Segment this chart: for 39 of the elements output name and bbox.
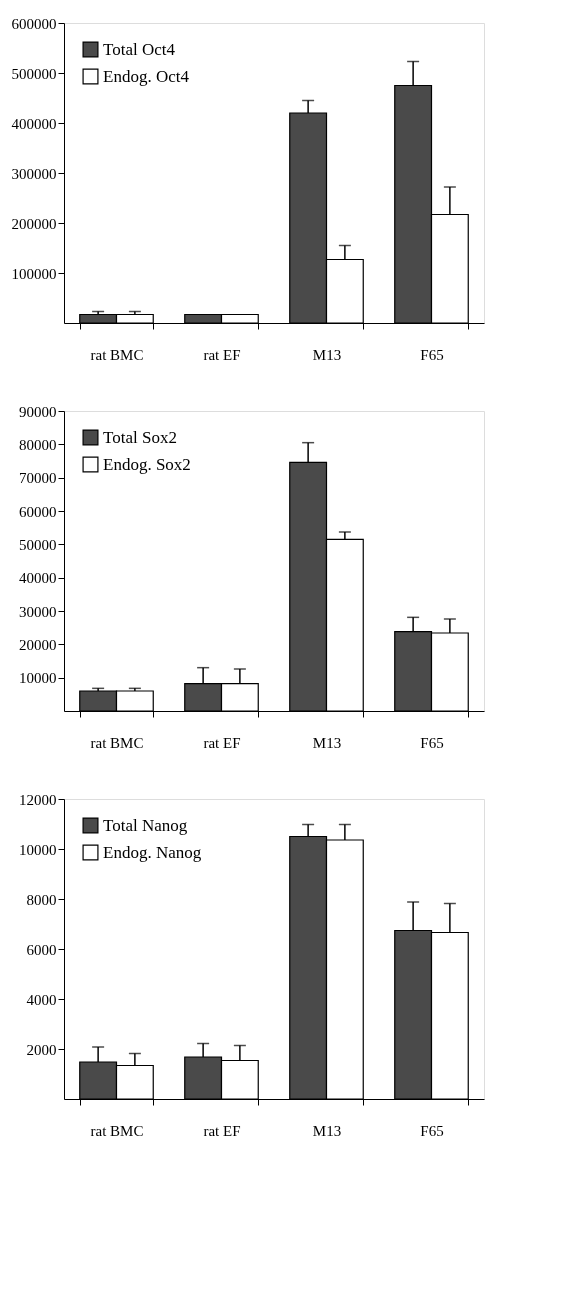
- x-tick-label: rat EF: [203, 346, 241, 363]
- y-tick-label: 300000: [11, 165, 57, 182]
- y-tick-label: 8000: [26, 891, 57, 908]
- y-tick-label: 400000: [11, 115, 57, 132]
- x-tick-label: rat BMC: [90, 1122, 144, 1139]
- y-tick-label: 80000: [19, 436, 57, 453]
- y-tick-label: 12000: [19, 791, 57, 808]
- y-tick-label: 100000: [11, 265, 57, 282]
- legend-label: Endog. Nanog: [103, 842, 202, 862]
- legend-label: Total Sox2: [103, 427, 177, 447]
- y-tick-label: 600000: [11, 15, 57, 32]
- y-tick-label: 500000: [11, 65, 57, 82]
- y-tick-label: 6000: [26, 941, 57, 958]
- x-tick-label: F65: [420, 734, 444, 751]
- y-tick-label: 10000: [19, 670, 57, 687]
- y-tick-label: 60000: [19, 503, 57, 520]
- y-tick-label: 50000: [19, 536, 57, 553]
- legend-label: Total Oct4: [103, 39, 176, 59]
- y-tick-label: 90000: [19, 403, 57, 420]
- legend-label: Endog. Oct4: [103, 66, 190, 86]
- y-tick-label: 70000: [19, 470, 57, 487]
- x-tick-label: M13: [312, 1122, 342, 1139]
- x-tick-label: M13: [312, 734, 342, 751]
- y-tick-label: 30000: [19, 603, 57, 620]
- y-tick-label: 2000: [26, 1041, 57, 1058]
- x-tick-label: rat EF: [203, 734, 241, 751]
- x-tick-label: M13: [312, 346, 342, 363]
- y-tick-label: 20000: [19, 636, 57, 653]
- legend-label: Endog. Sox2: [103, 454, 191, 474]
- y-tick-label: 10000: [19, 841, 57, 858]
- y-tick-label: 40000: [19, 570, 57, 587]
- y-tick-label: 4000: [26, 991, 57, 1008]
- legend-label: Total Nanog: [103, 815, 188, 835]
- x-tick-label: F65: [420, 1122, 444, 1139]
- x-tick-label: F65: [420, 346, 444, 363]
- x-tick-label: rat EF: [203, 1122, 241, 1139]
- y-tick-label: 200000: [11, 215, 57, 232]
- x-tick-label: rat BMC: [90, 346, 144, 363]
- x-tick-label: rat BMC: [90, 734, 144, 751]
